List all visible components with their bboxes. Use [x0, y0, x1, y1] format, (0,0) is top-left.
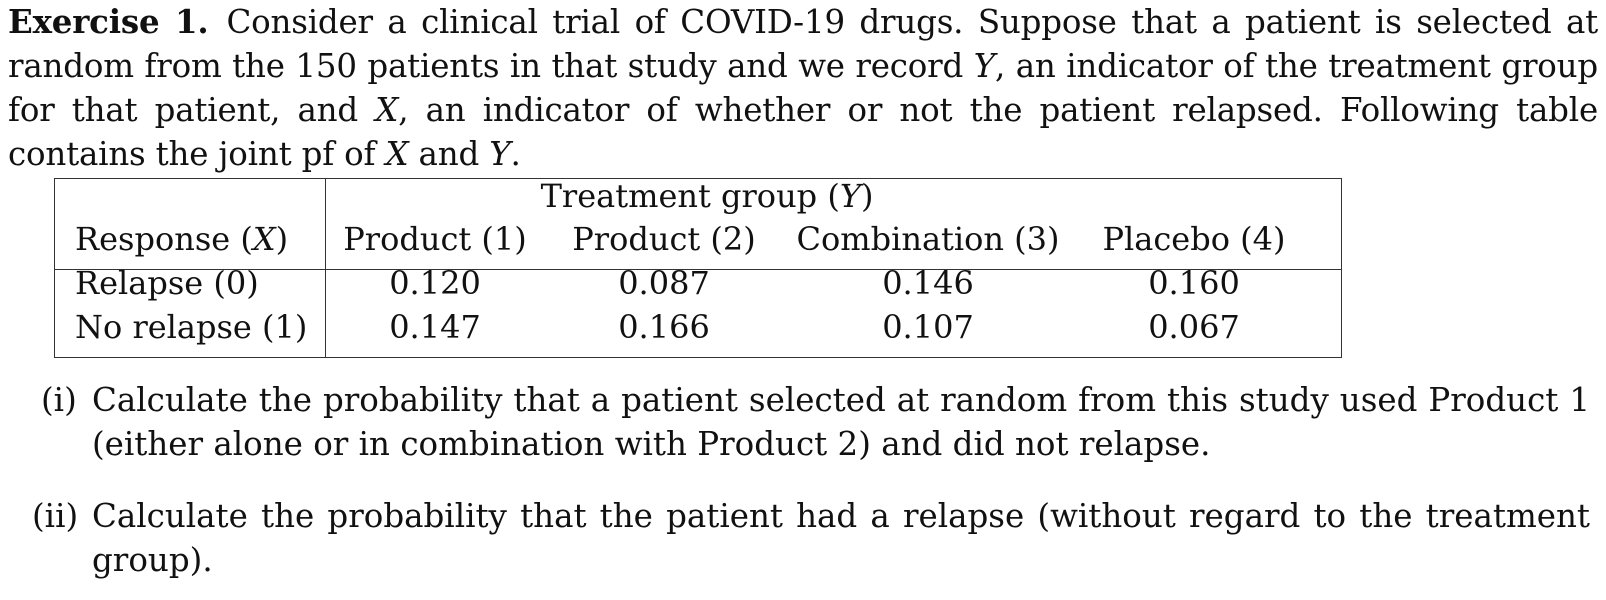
cell-no-relapse-combination-3: 0.107: [882, 308, 974, 346]
row-label-no-relapse: No relapse (1): [75, 308, 308, 346]
intro-text-2: , an indicator of the treatment group fo…: [8, 47, 1599, 129]
column-header-product-1: Product (1): [343, 220, 527, 258]
cell-relapse-placebo-4: 0.160: [1148, 264, 1240, 302]
variable-x-2: X: [385, 135, 409, 173]
question-ii-text: Calculate the probability that the patie…: [92, 497, 1590, 579]
intro-text-4: and: [408, 135, 490, 173]
exercise-page: Exercise 1. Consider a clinical trial of …: [8, 0, 1598, 176]
cell-relapse-combination-3: 0.146: [882, 264, 974, 302]
row-label-relapse: Relapse (0): [75, 264, 259, 302]
column-header-combination-3: Combination (3): [796, 220, 1060, 258]
column-header-product-2: Product (2): [572, 220, 756, 258]
question-i-number: (i): [41, 381, 77, 419]
cell-relapse-product-1: 0.120: [389, 264, 481, 302]
intro-text-3: , an indicator of whether or not the pat…: [8, 91, 1598, 173]
question-ii: (ii) Calculate the probability that the …: [0, 494, 1598, 582]
cell-no-relapse-product-2: 0.166: [618, 308, 710, 346]
cell-no-relapse-product-1: 0.147: [389, 308, 481, 346]
cell-no-relapse-placebo-4: 0.067: [1148, 308, 1240, 346]
table-vertical-divider: [325, 179, 326, 357]
question-i: (i) Calculate the probability that a pat…: [0, 378, 1598, 466]
exercise-label: Exercise 1.: [8, 2, 209, 41]
question-ii-number: (ii): [32, 497, 79, 535]
table-horizontal-divider: [55, 269, 1341, 270]
treatment-group-header: Treatment group (Y): [540, 177, 874, 215]
joint-pf-table: Treatment group (Y) Response (X) Product…: [54, 177, 1342, 358]
column-header-placebo-4: Placebo (4): [1102, 220, 1286, 258]
cell-relapse-product-2: 0.087: [618, 264, 710, 302]
question-i-text: Calculate the probability that a patient…: [92, 381, 1590, 463]
variable-y-2: Y: [489, 135, 511, 173]
intro-text-5: .: [510, 135, 521, 173]
variable-y: Y: [973, 47, 995, 85]
intro-text-1: Consider a clinical trial of COVID-19 dr…: [8, 3, 1598, 85]
variable-x: X: [375, 91, 399, 129]
exercise-intro: Exercise 1. Consider a clinical trial of …: [8, 0, 1598, 176]
response-header: Response (X): [75, 220, 289, 258]
